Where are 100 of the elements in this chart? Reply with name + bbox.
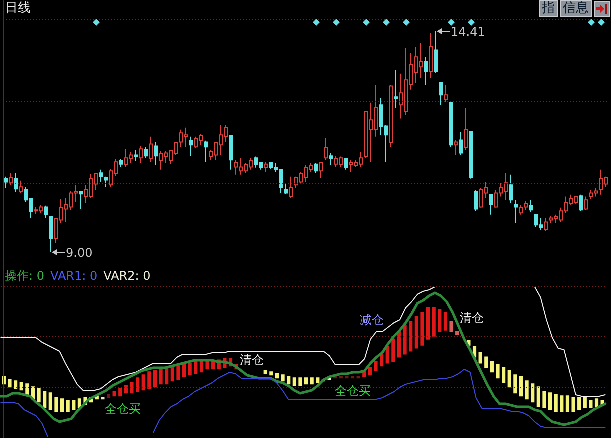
candlestick <box>229 134 233 170</box>
candlestick <box>464 107 468 150</box>
candlestick <box>101 397 105 400</box>
candlestick <box>264 162 268 173</box>
candlestick <box>134 149 138 162</box>
candlestick <box>449 102 453 148</box>
candlestick <box>544 218 548 232</box>
candlestick <box>206 361 210 370</box>
candlestick <box>264 370 268 374</box>
candlestick <box>153 370 158 388</box>
candlestick <box>368 367 372 376</box>
toolbar-button: 信息 <box>560 0 592 17</box>
candlestick <box>566 396 570 412</box>
candlestick <box>403 325 407 355</box>
candlestick <box>19 180 23 194</box>
candlestick <box>524 200 528 211</box>
candlestick <box>584 196 588 211</box>
candlestick <box>509 174 513 204</box>
candlestick <box>329 152 333 166</box>
candlestick <box>420 312 424 346</box>
candlestick <box>429 32 433 79</box>
candlestick <box>525 380 529 400</box>
text: VAR1: 0 <box>50 269 98 283</box>
annotation: 清仓 <box>240 353 264 367</box>
candlestick <box>106 394 111 398</box>
candlestick <box>188 362 192 376</box>
candlestick <box>397 331 402 358</box>
candlestick <box>489 194 493 216</box>
candlestick <box>444 312 448 331</box>
candlestick <box>292 378 296 386</box>
candlestick <box>478 352 482 364</box>
candlestick <box>572 397 576 412</box>
candlestick <box>554 394 558 412</box>
candlestick <box>374 361 378 372</box>
candlestick <box>8 379 12 388</box>
annotation: 全仓买 <box>335 384 371 398</box>
candlestick <box>304 378 308 385</box>
candlestick <box>579 194 583 212</box>
candlestick <box>319 162 323 179</box>
candlestick <box>508 370 512 388</box>
candlestick <box>119 158 123 168</box>
candlestick <box>531 384 535 403</box>
candlestick <box>578 397 582 410</box>
candlestick <box>339 376 343 379</box>
candlestick <box>496 364 500 379</box>
candlestick <box>194 361 198 374</box>
candlestick <box>43 391 47 408</box>
text: VAR2: 0 <box>104 269 151 283</box>
toolbar-button: 指 <box>539 0 558 17</box>
text: 操作: 0 <box>5 269 44 283</box>
candlestick <box>99 169 103 183</box>
candlestick <box>142 374 146 391</box>
candlestick <box>345 376 349 379</box>
candlestick <box>594 398 599 408</box>
candlestick <box>49 216 53 253</box>
candlestick <box>176 366 180 380</box>
candlestick <box>459 132 463 156</box>
annotation: 全仓买 <box>105 402 141 416</box>
candlestick <box>289 176 293 199</box>
candlestick <box>324 138 328 161</box>
annotation: 减仓 <box>360 313 384 327</box>
candlestick <box>37 388 41 403</box>
candlestick <box>350 376 355 379</box>
candlestick <box>439 82 443 106</box>
candlestick <box>287 376 291 385</box>
candlestick <box>154 142 158 166</box>
candlestick <box>4 176 8 188</box>
candlestick <box>386 346 390 364</box>
candlestick <box>170 367 174 382</box>
candlestick <box>20 382 24 391</box>
candlestick <box>469 130 473 180</box>
candlestick <box>502 367 506 384</box>
candlestick <box>514 374 518 394</box>
candlestick <box>394 69 398 108</box>
candlestick <box>159 367 163 385</box>
candlestick <box>450 320 454 332</box>
candlestick <box>474 189 478 212</box>
candlestick <box>414 316 418 349</box>
candlestick <box>344 158 348 170</box>
candlestick <box>72 400 76 410</box>
candlestick <box>454 140 458 156</box>
candlestick <box>444 84 448 103</box>
candlestick <box>484 356 488 368</box>
candlestick <box>14 380 18 390</box>
candlestick <box>432 308 436 337</box>
candlestick <box>514 200 518 224</box>
candlestick <box>270 372 274 376</box>
candlestick <box>104 176 108 188</box>
candlestick <box>182 364 186 378</box>
candlestick <box>275 373 280 379</box>
candlestick <box>548 392 552 410</box>
candlestick <box>356 376 360 379</box>
candlestick <box>284 182 288 195</box>
candlestick <box>44 205 48 219</box>
candlestick <box>310 378 314 385</box>
candlestick <box>316 378 320 384</box>
candlestick <box>189 136 193 157</box>
candlestick <box>456 331 460 336</box>
candlestick <box>9 172 13 186</box>
annotation: 14.41 <box>451 25 486 40</box>
